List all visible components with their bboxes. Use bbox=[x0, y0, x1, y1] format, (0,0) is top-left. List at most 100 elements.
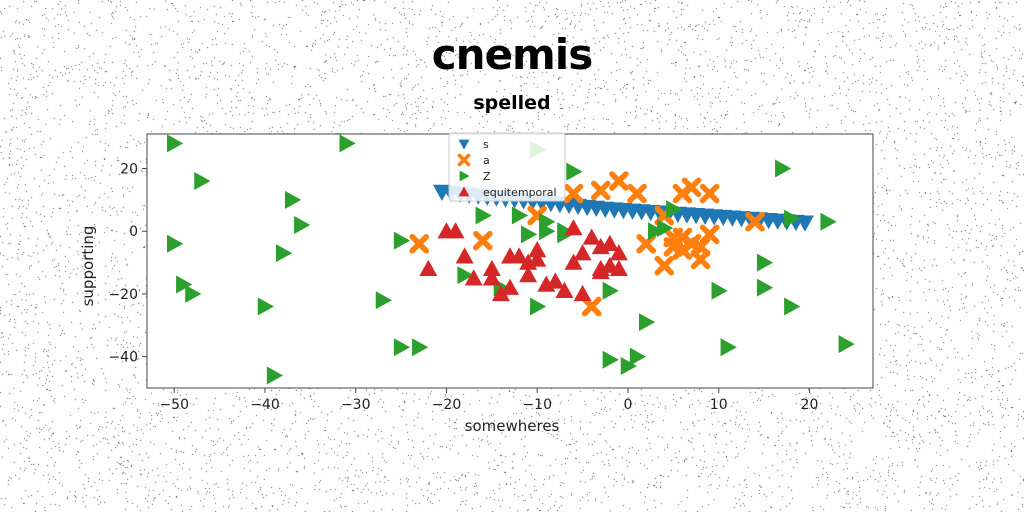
data-point bbox=[566, 162, 583, 181]
chart-title: cnemis bbox=[431, 30, 593, 79]
x-tick-label: −20 bbox=[432, 397, 462, 413]
data-point bbox=[784, 297, 801, 316]
data-point bbox=[775, 159, 792, 178]
data-point bbox=[838, 335, 855, 354]
legend-label: a bbox=[483, 154, 490, 167]
data-point bbox=[657, 219, 674, 238]
data-point bbox=[393, 231, 411, 250]
data-point bbox=[194, 172, 211, 191]
data-point bbox=[257, 297, 274, 316]
y-tick-label: −40 bbox=[108, 350, 138, 366]
series-equitemporal bbox=[419, 219, 628, 302]
data-point bbox=[546, 272, 565, 289]
data-point bbox=[167, 234, 184, 253]
legend-box bbox=[448, 132, 566, 202]
data-point bbox=[627, 183, 647, 204]
data-point bbox=[511, 206, 529, 225]
data-point bbox=[455, 247, 474, 264]
data-point bbox=[820, 212, 837, 231]
data-point bbox=[666, 200, 683, 219]
data-point bbox=[563, 183, 584, 204]
data-point bbox=[419, 259, 438, 277]
data-point bbox=[711, 281, 728, 300]
data-point bbox=[573, 244, 592, 261]
x-axis-label: somewheres bbox=[465, 417, 560, 435]
legend-label: equitemporal bbox=[483, 186, 557, 199]
x-tick-label: −40 bbox=[250, 397, 280, 413]
data-point bbox=[573, 284, 592, 302]
data-point bbox=[582, 228, 601, 245]
data-point bbox=[638, 313, 656, 332]
data-point bbox=[620, 357, 637, 376]
data-point bbox=[590, 180, 611, 201]
y-tick-label: −20 bbox=[108, 287, 138, 303]
x-tick-label: 0 bbox=[624, 397, 633, 413]
data-point bbox=[609, 259, 628, 277]
data-point bbox=[176, 275, 193, 294]
x-tick-label: −50 bbox=[159, 397, 189, 413]
data-point bbox=[501, 278, 519, 295]
data-point bbox=[294, 215, 311, 234]
data-point bbox=[457, 266, 474, 285]
data-point bbox=[699, 224, 720, 245]
legend-marker bbox=[458, 186, 470, 197]
data-point bbox=[602, 350, 619, 369]
data-point bbox=[275, 244, 293, 263]
legend-marker bbox=[458, 139, 470, 150]
data-point bbox=[501, 247, 519, 264]
data-point bbox=[681, 177, 702, 198]
y-tick-label: 20 bbox=[120, 161, 138, 177]
data-point bbox=[581, 296, 602, 317]
data-point bbox=[482, 269, 501, 286]
data-point bbox=[672, 240, 693, 260]
data-point bbox=[409, 233, 430, 254]
data-point bbox=[520, 225, 538, 244]
legend-label: s bbox=[483, 138, 489, 151]
data-point bbox=[339, 134, 356, 153]
data-point bbox=[528, 250, 547, 267]
x-tick-label: 20 bbox=[801, 397, 819, 413]
data-point bbox=[564, 253, 583, 270]
data-point bbox=[609, 244, 628, 261]
data-point bbox=[472, 230, 493, 251]
data-point bbox=[539, 212, 556, 231]
data-point bbox=[720, 338, 737, 357]
data-point bbox=[648, 222, 665, 241]
data-point bbox=[555, 281, 574, 298]
data-point bbox=[609, 171, 629, 191]
y-tick-label: 0 bbox=[129, 224, 138, 240]
data-point bbox=[629, 347, 647, 366]
x-tick-label: −30 bbox=[341, 397, 371, 413]
x-tick-label: 10 bbox=[710, 397, 728, 413]
data-point bbox=[519, 266, 538, 283]
data-point bbox=[745, 212, 765, 232]
data-point bbox=[528, 241, 547, 258]
legend-marker bbox=[459, 170, 470, 182]
data-point bbox=[491, 284, 510, 302]
data-point bbox=[699, 183, 720, 204]
data-point bbox=[602, 281, 619, 300]
data-point bbox=[412, 338, 429, 357]
data-point bbox=[591, 262, 610, 280]
data-point bbox=[285, 190, 302, 209]
legend-marker bbox=[457, 153, 471, 167]
y-axis-label: supporting bbox=[79, 226, 97, 307]
data-point bbox=[654, 255, 675, 276]
data-point bbox=[266, 366, 284, 385]
data-point bbox=[446, 222, 465, 239]
data-point bbox=[393, 338, 411, 357]
chart-subtitle: spelled bbox=[473, 92, 551, 114]
series-a bbox=[409, 171, 765, 317]
data-point bbox=[784, 209, 801, 228]
data-point bbox=[482, 259, 501, 277]
data-point bbox=[167, 134, 184, 153]
legend-label: Z bbox=[483, 170, 491, 183]
data-point bbox=[795, 215, 814, 232]
data-point bbox=[464, 269, 483, 286]
data-point bbox=[756, 278, 774, 297]
data-point bbox=[530, 297, 547, 316]
data-point bbox=[475, 206, 492, 225]
